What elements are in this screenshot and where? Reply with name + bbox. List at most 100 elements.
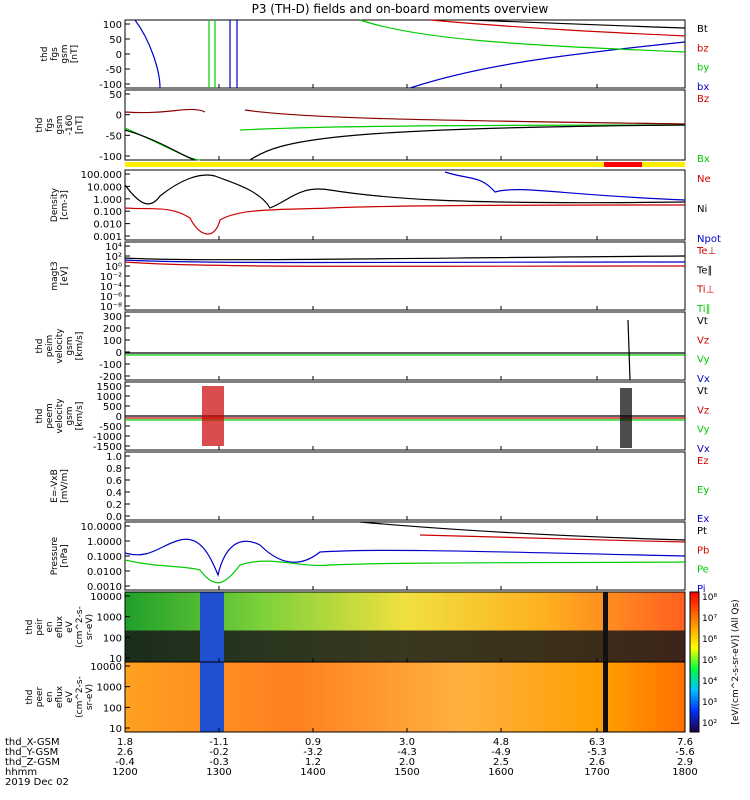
- panel-label-line: eV: [65, 690, 75, 703]
- colorbar: 10⁸ 10⁷ 10⁶ 10⁵ 10⁴ 10³ 10² [eV/(cm^2-s-sr-eV)]…: [689, 591, 741, 733]
- y-tick-label: 50: [109, 35, 122, 46]
- y-tick-label: 10⁻⁸: [100, 302, 122, 313]
- x-tick-value: 0.9: [305, 737, 321, 748]
- y-tick-label: -100: [99, 80, 122, 91]
- series-bx: [409, 41, 686, 89]
- y-tick-label: 0: [116, 50, 122, 61]
- panel-label: magt3 [eV]: [50, 261, 70, 290]
- x-tick-value: -0.4: [115, 757, 135, 768]
- x-tick-value: 4.8: [493, 737, 509, 748]
- x-tick-value: 3.0: [399, 737, 415, 748]
- x-row-label: thd_Z-GSM: [5, 757, 60, 768]
- panel-label-line: sr-eV): [85, 614, 95, 640]
- y-tick-label: 0: [116, 412, 122, 423]
- y-tick-label: 1.0000: [87, 537, 122, 548]
- x-tick-value: -3.2: [303, 747, 323, 758]
- y-tick-label: 100: [103, 336, 122, 347]
- series-vz-burst: [202, 386, 224, 446]
- series-teperp: [124, 261, 686, 267]
- spectrogram-gap-band: [200, 662, 224, 732]
- colorbar-tick-label: 10⁸: [702, 593, 717, 603]
- panel-label-line: [eV]: [60, 267, 70, 286]
- panel-label-line: [nPa]: [60, 544, 70, 567]
- panel-label-line: Density: [50, 187, 60, 222]
- x-tick-value: 2.5: [493, 757, 509, 768]
- panel-label-line: [nT]: [70, 45, 80, 63]
- legend-entry: Npot: [697, 234, 721, 245]
- legend-entry: Pe: [697, 565, 709, 576]
- legend-entry: bx: [697, 82, 709, 93]
- panel-label-line: -160: [65, 115, 75, 136]
- y-tick-label: 200: [103, 324, 122, 335]
- y-tick-label: -100: [99, 152, 122, 163]
- series-pb: [419, 534, 686, 543]
- panel-7: 1.00.80.60.40.20.0 E=-VxB [mV/m] Ez Ey Ex: [50, 451, 709, 525]
- series-npot: [444, 171, 686, 201]
- y-tick-label: 10000: [90, 662, 122, 673]
- panel-label-line: (cm^2-s-: [75, 606, 85, 648]
- panel-label-line: peir: [35, 618, 45, 636]
- x-tick-value: -0.3: [209, 757, 229, 768]
- series-bz: [124, 108, 686, 125]
- y-tick-label: 10: [109, 724, 122, 735]
- legend-entry: Vz: [697, 335, 709, 346]
- series-tepar: [124, 255, 686, 261]
- x-tick-value: 2.6: [589, 757, 605, 768]
- y-tick-label: 1.0: [106, 452, 122, 463]
- series-by-spike: [208, 20, 216, 88]
- y-tick-label: -500: [99, 422, 122, 433]
- panel-label-line: thd: [25, 620, 35, 635]
- y-tick-label: 500: [103, 402, 122, 413]
- y-tick-label: -1500: [93, 442, 122, 453]
- panel-label-line: thd: [25, 690, 35, 705]
- panel-label-line: en: [45, 691, 55, 702]
- y-tick-label: 0.010: [93, 220, 122, 231]
- colorbar-tick-label: 10⁴: [702, 677, 717, 687]
- panel-label-line: [cm-3]: [60, 190, 70, 220]
- y-tick-label: 0.001: [93, 232, 122, 243]
- panel-label-line: peim: [45, 335, 55, 358]
- legend-entry: Ne: [697, 174, 711, 185]
- y-tick-label: 0: [116, 348, 122, 359]
- y-tick-label: -50: [106, 65, 122, 76]
- legend-entry: Bt: [697, 24, 708, 35]
- colorbar-label: [eV/(cm^2-s-sr-eV)] (All Qs): [731, 599, 741, 724]
- x-tick-value: -4.3: [397, 747, 417, 758]
- x-row-label: hhmm: [5, 767, 37, 778]
- y-tick-label: -1000: [93, 432, 122, 443]
- panel-label-line: thd: [35, 339, 45, 354]
- x-tick-value: 1600: [488, 767, 513, 778]
- series-bt: [469, 19, 686, 29]
- series-bz: [429, 19, 686, 37]
- y-tick-label: 0.0: [106, 512, 122, 523]
- y-tick-label: 0.6: [106, 476, 122, 487]
- y-tick-label: 10⁴: [105, 242, 122, 253]
- legend-entry: Vy: [697, 355, 710, 366]
- x-tick-value: 2.6: [117, 747, 133, 758]
- y-tick-label: 1000: [97, 683, 122, 694]
- panel-label-line: velocity: [55, 328, 65, 364]
- x-tick-value: -1.1: [209, 737, 229, 748]
- panel-label: thd peir en eflux eV (cm^2-s-sr-eV): [25, 606, 95, 648]
- panel-label-line: Pressure: [50, 536, 60, 575]
- legend-entry: Vx: [697, 444, 710, 455]
- panel-label-line: peer: [35, 686, 45, 707]
- colorbar-tick-label: 10⁵: [702, 656, 717, 666]
- panel-label-line: velocity: [55, 398, 65, 434]
- x-row-label: thd_X-GSM: [5, 737, 60, 748]
- panel-frame: [124, 311, 686, 381]
- y-tick-label: -200: [99, 372, 122, 383]
- legend-entry: Te∥: [696, 265, 713, 276]
- legend-entry: bz: [697, 43, 709, 54]
- y-tick-label: 10.0000: [81, 522, 122, 533]
- panel-label-line: peem: [45, 403, 55, 429]
- panel-frame: [124, 241, 686, 311]
- x-tick-value: 1300: [206, 767, 231, 778]
- legend-entry: Vt: [697, 386, 708, 397]
- series-pt: [359, 521, 686, 541]
- panel-label-line: thd: [35, 118, 45, 133]
- region-bar-highlight: [604, 162, 642, 167]
